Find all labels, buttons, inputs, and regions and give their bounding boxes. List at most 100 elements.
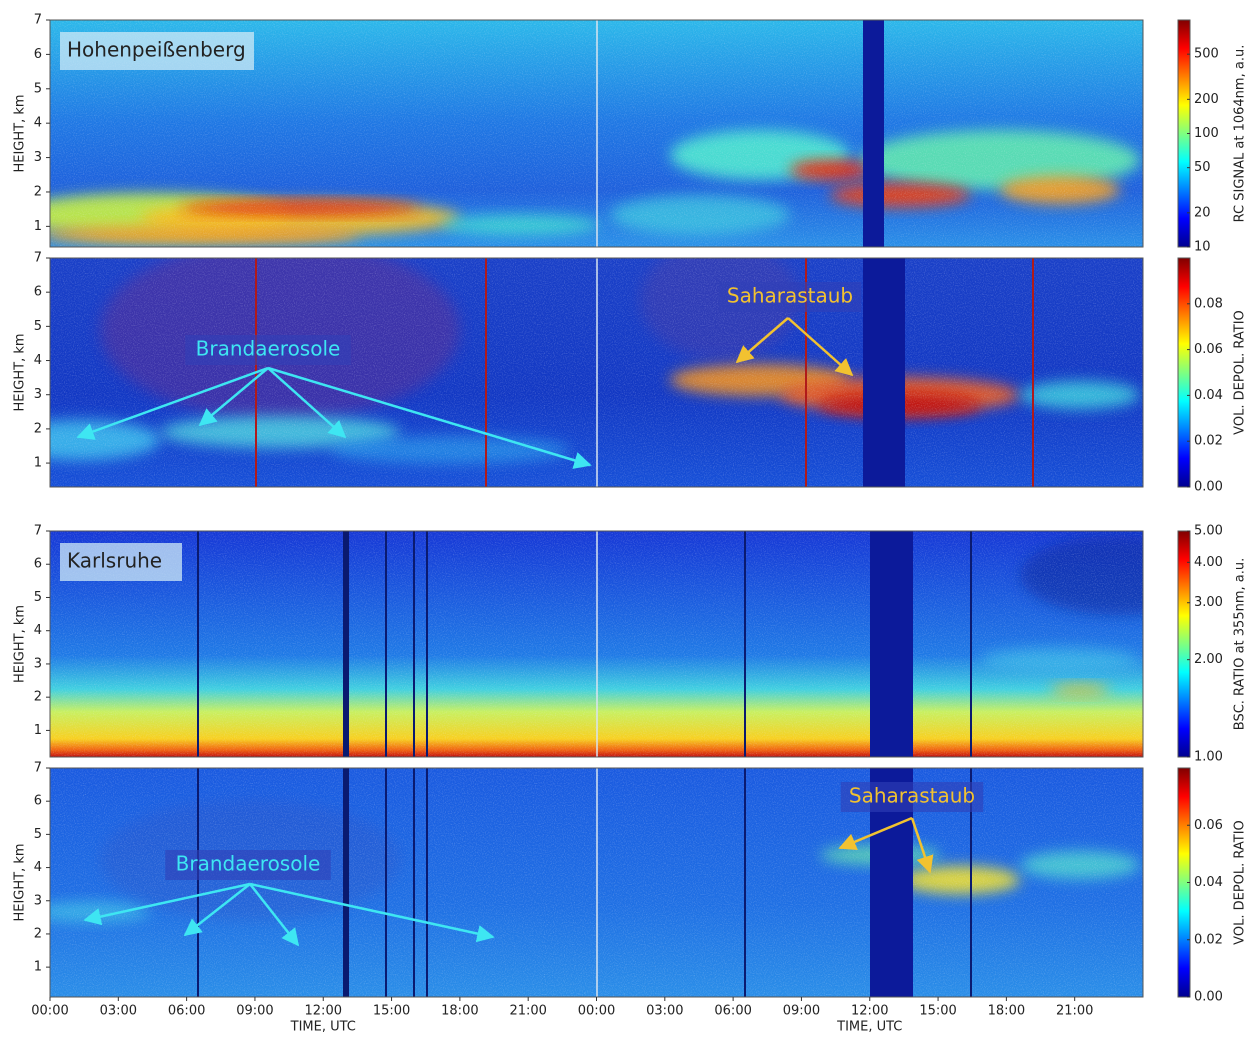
y-tick-label: 1 (34, 960, 42, 975)
profile-line (413, 768, 415, 997)
profile-line (385, 531, 387, 757)
profile-line (343, 768, 349, 997)
colorbar-tick-label: 200 (1194, 92, 1219, 107)
colorbar-label: RC SIGNAL at 1064nm, a.u. (1233, 45, 1248, 223)
colorbar-tick-label: 2.00 (1194, 652, 1223, 667)
colorbar-tick-label: 4.00 (1194, 555, 1223, 570)
profile-line (426, 531, 428, 757)
colorbar-tick-label: 3.00 (1194, 595, 1223, 610)
y-tick-label: 1 (34, 219, 42, 234)
y-tick-label: 1 (34, 723, 42, 738)
x-tick-label: 03:00 (646, 1004, 683, 1019)
colorbar-label: VOL. DEPOL. RATIO (1233, 820, 1248, 945)
annotation-arrow (249, 883, 300, 947)
colorbar-tick-label: 0.06 (1194, 818, 1223, 833)
x-tick-label: 00:00 (578, 1004, 615, 1019)
y-tick-label: 5 (34, 81, 42, 96)
x-tick-label: 03:00 (100, 1004, 137, 1019)
site-label: Hohenpeißenberg (67, 38, 246, 62)
colorbar-tick-label: 0.02 (1194, 434, 1223, 449)
y-tick-label: 4 (34, 353, 42, 368)
data-gap (870, 531, 913, 757)
annotation-arrow (249, 882, 495, 943)
annotation-box (165, 850, 331, 880)
heatmap (50, 258, 1143, 487)
y-tick-label: 6 (34, 285, 42, 300)
y-tick-label: 2 (34, 421, 42, 436)
panel-frame (49, 19, 1144, 248)
profile-line (805, 258, 807, 487)
colorbar-tick-label: 0.04 (1194, 875, 1223, 890)
x-tick-label: 21:00 (509, 1004, 546, 1019)
colorbar (1177, 257, 1191, 488)
annotation-arrow (76, 366, 269, 440)
colorbar-tick-label: 500 (1194, 47, 1219, 62)
heatmap (50, 768, 1143, 997)
profile-line (970, 531, 972, 757)
y-tick-label: 4 (34, 623, 42, 638)
y-tick-label: 3 (34, 387, 42, 402)
y-axis-label: HEIGHT, km (13, 605, 28, 683)
x-tick-label: 00:00 (31, 1004, 68, 1019)
annotation-box (185, 335, 351, 365)
colorbar-tick-label: 50 (1194, 160, 1211, 175)
y-tick-label: 3 (34, 150, 42, 165)
colorbar-tick-label: 0.08 (1194, 296, 1223, 311)
y-tick-label: 6 (34, 794, 42, 809)
x-tick-label: 09:00 (236, 1004, 273, 1019)
panel-frame (49, 257, 1144, 488)
annotation-arrow (838, 816, 913, 851)
annotation-arrow (198, 367, 269, 427)
y-tick-label: 7 (34, 761, 42, 776)
data-gap (863, 20, 884, 247)
profile-line (197, 531, 199, 757)
x-axis-label: TIME, UTC (836, 1020, 902, 1035)
colorbar-tick-label: 0.04 (1194, 388, 1223, 403)
colorbar-tick-label: 0.00 (1194, 480, 1223, 495)
y-tick-label: 6 (34, 557, 42, 572)
annotation-arrow (735, 317, 789, 364)
x-tick-label: 06:00 (168, 1004, 205, 1019)
x-tick-label: 09:00 (783, 1004, 820, 1019)
data-gap (863, 258, 905, 487)
y-tick-label: 1 (34, 456, 42, 471)
annotation-box (718, 282, 862, 312)
y-tick-label: 3 (34, 893, 42, 908)
site-label: Karlsruhe (67, 549, 162, 573)
x-tick-label: 12:00 (851, 1004, 888, 1019)
profile-line (970, 768, 972, 997)
annotation-arrow (910, 817, 934, 874)
annotation-arrow (267, 367, 347, 439)
annotation: Saharastaub (727, 284, 853, 308)
colorbar-tick-label: 100 (1194, 126, 1219, 141)
x-tick-label: 15:00 (373, 1004, 410, 1019)
y-axis-label: HEIGHT, km (13, 843, 28, 921)
colorbar-tick-label: 20 (1194, 205, 1211, 220)
y-axis-label: HEIGHT, km (13, 333, 28, 411)
colorbar-tick-label: 0.06 (1194, 342, 1223, 357)
y-tick-label: 2 (34, 184, 42, 199)
x-tick-label: 21:00 (1056, 1004, 1093, 1019)
y-tick-label: 5 (34, 319, 42, 334)
profile-line (426, 768, 428, 997)
site-label-box (60, 543, 182, 581)
annotation: Saharastaub (849, 784, 975, 808)
profile-line (413, 531, 415, 757)
panel-frame (49, 530, 1144, 758)
annotation-arrow (83, 882, 251, 926)
colorbar-tick-label: 0.00 (1194, 990, 1223, 1005)
y-axis-label: HEIGHT, km (13, 94, 28, 172)
annotation-arrow (183, 883, 251, 937)
y-tick-label: 7 (34, 13, 42, 28)
colorbar-label: VOL. DEPOL. RATIO (1233, 310, 1248, 435)
colorbar-tick-label: 10 (1194, 240, 1211, 255)
y-tick-label: 4 (34, 116, 42, 131)
colorbar-tick-label: 1.00 (1194, 750, 1223, 765)
x-tick-label: 18:00 (988, 1004, 1025, 1019)
profile-line (1032, 258, 1034, 487)
profile-line (343, 531, 349, 757)
y-tick-label: 5 (34, 590, 42, 605)
annotation-box (840, 782, 984, 812)
heatmap (50, 531, 1143, 757)
